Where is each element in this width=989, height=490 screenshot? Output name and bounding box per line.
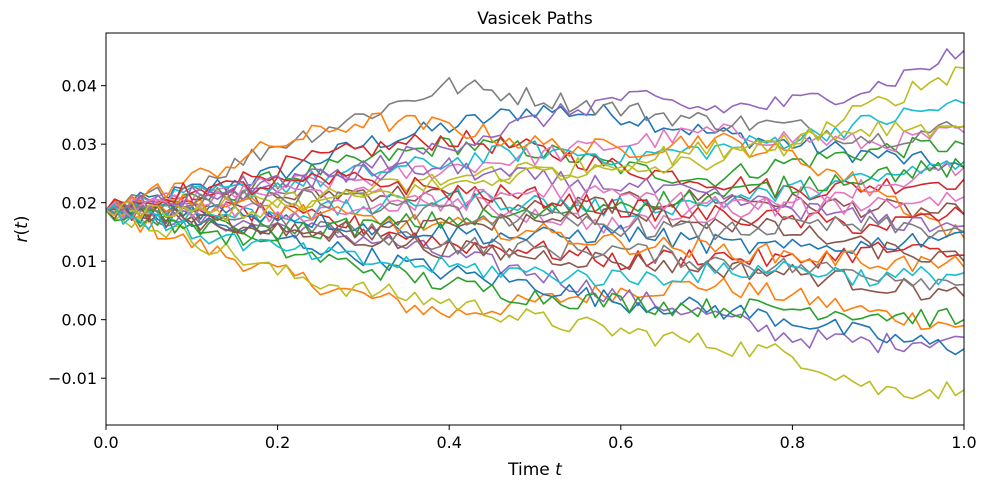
y-axis-label: r(t) [12,216,32,243]
y-tick-label: 0.01 [61,252,97,271]
series-line-29 [106,120,964,223]
series-line-13 [106,204,964,328]
x-tick-label: 0.4 [436,433,461,452]
series-line-2 [106,205,964,331]
series-line-1 [106,103,964,212]
series-line-12 [106,112,964,239]
x-axis-label-var: t [555,460,563,480]
series-lines [106,48,964,400]
x-tick-label: 0.6 [608,433,633,452]
y-axis-label-close: ) [12,216,32,223]
series-line-19 [106,66,964,221]
y-tick-label: 0.02 [61,194,97,213]
x-axis-label-text: Time [507,460,555,480]
series-line-24 [106,170,964,235]
series-line-5 [106,202,964,354]
y-tick-label: 0.04 [61,77,97,96]
series-line-9 [106,208,964,400]
y-axis-ticks: −0.01 0.00 0.01 0.02 0.03 0.04 [48,77,106,388]
y-axis-label-var: t [12,221,32,229]
y-tick-label: 0.00 [61,311,97,330]
y-axis-label-open: ( [12,229,32,236]
series-line-25 [106,157,964,233]
x-axis-label: Time t [507,460,563,480]
y-tick-label: 0.03 [61,135,97,154]
x-tick-label: 1.0 [951,433,976,452]
x-tick-label: 0.0 [93,433,118,452]
series-line-16 [106,205,964,301]
x-tick-label: 0.2 [265,433,290,452]
series-line-28 [106,189,964,241]
series-line-20 [106,160,964,224]
series-line-27 [106,183,964,223]
series-line-26 [106,203,964,263]
plot-area-frame [105,32,965,426]
y-tick-label: −0.01 [48,369,97,388]
chart-title: Vasicek Paths [477,9,593,29]
x-axis-ticks: 0.0 0.2 0.4 0.6 0.8 1.0 [93,425,977,452]
series-line-23 [106,158,964,242]
x-tick-label: 0.8 [780,433,805,452]
series-line-30 [106,204,964,287]
series-line-15 [106,48,964,220]
y-axis-label-func: r [12,234,32,242]
